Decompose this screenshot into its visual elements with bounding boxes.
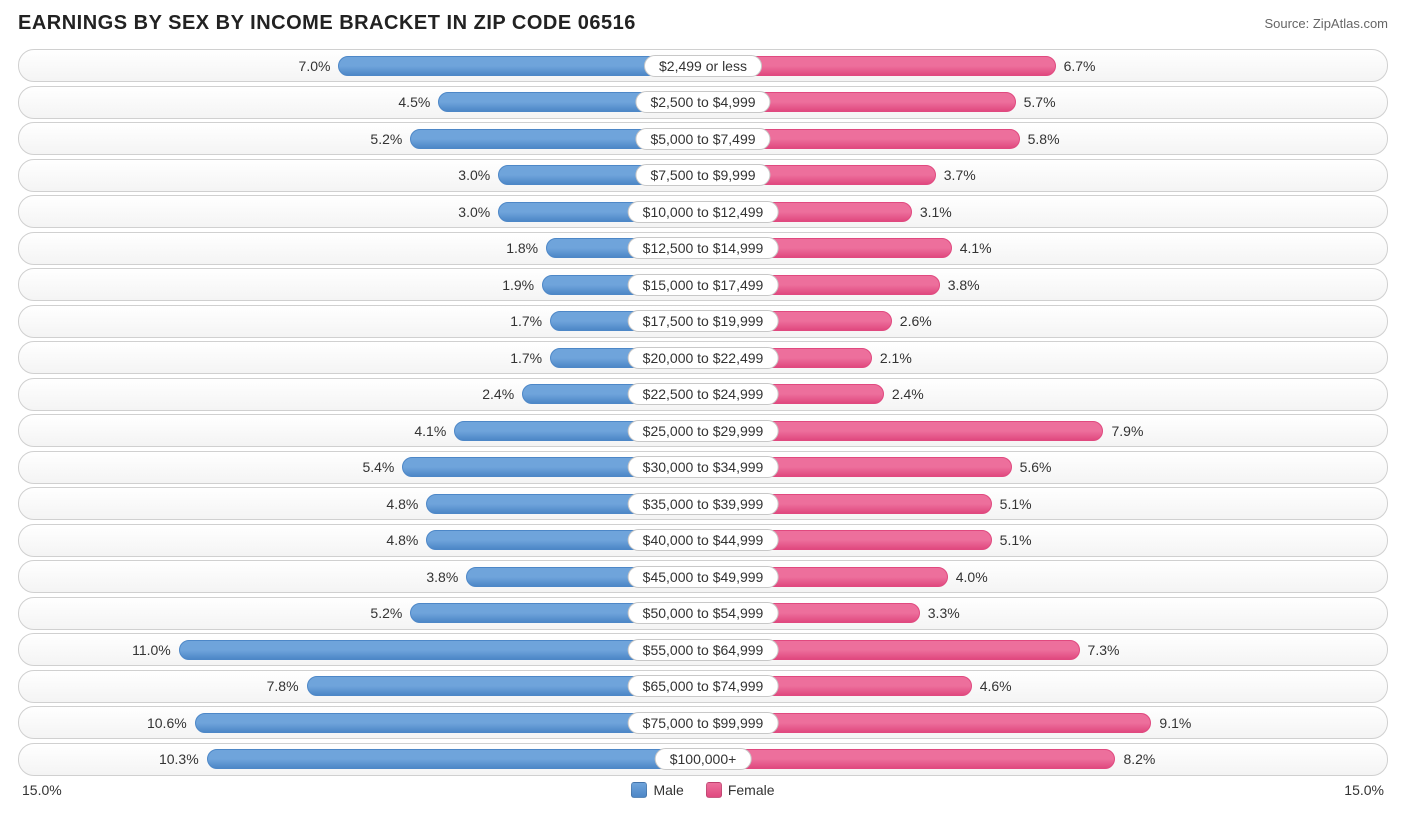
table-row: 4.8% 5.1% $40,000 to $44,999 bbox=[18, 524, 1388, 557]
male-pct: 5.2% bbox=[370, 131, 402, 147]
female-pct: 5.1% bbox=[1000, 532, 1032, 548]
male-pct: 1.8% bbox=[506, 240, 538, 256]
male-pct: 5.4% bbox=[362, 459, 394, 475]
butterfly-chart: 7.0% 6.7% $2,499 or less 4.5% 5.7% $2,500 to … bbox=[18, 49, 1388, 776]
legend-male-label: Male bbox=[653, 782, 683, 798]
category-label: $65,000 to $74,999 bbox=[628, 675, 779, 697]
category-label: $25,000 to $29,999 bbox=[628, 420, 779, 442]
category-label: $35,000 to $39,999 bbox=[628, 493, 779, 515]
legend: Male Female bbox=[631, 782, 774, 798]
category-label: $17,500 to $19,999 bbox=[628, 310, 779, 332]
male-pct: 3.0% bbox=[458, 204, 490, 220]
category-label: $40,000 to $44,999 bbox=[628, 529, 779, 551]
category-label: $55,000 to $64,999 bbox=[628, 639, 779, 661]
legend-item-male: Male bbox=[631, 782, 683, 798]
table-row: 4.1% 7.9% $25,000 to $29,999 bbox=[18, 414, 1388, 447]
female-pct: 3.7% bbox=[944, 167, 976, 183]
female-pct: 5.8% bbox=[1028, 131, 1060, 147]
male-pct: 4.1% bbox=[414, 423, 446, 439]
category-label: $2,499 or less bbox=[644, 55, 762, 77]
male-pct: 4.5% bbox=[398, 94, 430, 110]
male-pct: 7.0% bbox=[299, 58, 331, 74]
table-row: 10.3% 8.2% $100,000+ bbox=[18, 743, 1388, 776]
female-pct: 8.2% bbox=[1123, 751, 1155, 767]
female-swatch-icon bbox=[706, 782, 722, 798]
female-pct: 4.6% bbox=[980, 678, 1012, 694]
female-pct: 4.1% bbox=[960, 240, 992, 256]
table-row: 7.0% 6.7% $2,499 or less bbox=[18, 49, 1388, 82]
category-label: $10,000 to $12,499 bbox=[628, 201, 779, 223]
female-pct: 5.1% bbox=[1000, 496, 1032, 512]
male-swatch-icon bbox=[631, 782, 647, 798]
table-row: 3.0% 3.7% $7,500 to $9,999 bbox=[18, 159, 1388, 192]
female-pct: 7.9% bbox=[1111, 423, 1143, 439]
axis-max-right: 15.0% bbox=[1344, 782, 1384, 798]
table-row: 7.8% 4.6% $65,000 to $74,999 bbox=[18, 670, 1388, 703]
table-row: 11.0% 7.3% $55,000 to $64,999 bbox=[18, 633, 1388, 666]
table-row: 5.4% 5.6% $30,000 to $34,999 bbox=[18, 451, 1388, 484]
female-pct: 2.4% bbox=[892, 386, 924, 402]
category-label: $30,000 to $34,999 bbox=[628, 456, 779, 478]
legend-female-label: Female bbox=[728, 782, 775, 798]
female-pct: 6.7% bbox=[1064, 58, 1096, 74]
table-row: 3.0% 3.1% $10,000 to $12,499 bbox=[18, 195, 1388, 228]
female-pct: 2.6% bbox=[900, 313, 932, 329]
male-pct: 1.7% bbox=[510, 350, 542, 366]
table-row: 10.6% 9.1% $75,000 to $99,999 bbox=[18, 706, 1388, 739]
axis-max-left: 15.0% bbox=[22, 782, 62, 798]
male-pct: 2.4% bbox=[482, 386, 514, 402]
table-row: 1.9% 3.8% $15,000 to $17,499 bbox=[18, 268, 1388, 301]
female-pct: 4.0% bbox=[956, 569, 988, 585]
table-row: 1.7% 2.1% $20,000 to $22,499 bbox=[18, 341, 1388, 374]
female-pct: 3.1% bbox=[920, 204, 952, 220]
category-label: $7,500 to $9,999 bbox=[635, 164, 770, 186]
table-row: 2.4% 2.4% $22,500 to $24,999 bbox=[18, 378, 1388, 411]
male-pct: 4.8% bbox=[386, 532, 418, 548]
female-pct: 3.8% bbox=[948, 277, 980, 293]
male-pct: 10.6% bbox=[147, 715, 187, 731]
female-pct: 2.1% bbox=[880, 350, 912, 366]
male-pct: 7.8% bbox=[267, 678, 299, 694]
male-pct: 4.8% bbox=[386, 496, 418, 512]
male-bar bbox=[207, 749, 703, 769]
male-bar bbox=[179, 640, 703, 660]
category-label: $2,500 to $4,999 bbox=[635, 91, 770, 113]
female-pct: 3.3% bbox=[928, 605, 960, 621]
female-pct: 7.3% bbox=[1088, 642, 1120, 658]
female-pct: 9.1% bbox=[1159, 715, 1191, 731]
male-pct: 10.3% bbox=[159, 751, 199, 767]
table-row: 1.7% 2.6% $17,500 to $19,999 bbox=[18, 305, 1388, 338]
female-pct: 5.7% bbox=[1024, 94, 1056, 110]
category-label: $12,500 to $14,999 bbox=[628, 237, 779, 259]
category-label: $45,000 to $49,999 bbox=[628, 566, 779, 588]
category-label: $15,000 to $17,499 bbox=[628, 274, 779, 296]
chart-title: EARNINGS BY SEX BY INCOME BRACKET IN ZIP… bbox=[18, 12, 636, 35]
table-row: 5.2% 5.8% $5,000 to $7,499 bbox=[18, 122, 1388, 155]
male-pct: 5.2% bbox=[370, 605, 402, 621]
table-row: 3.8% 4.0% $45,000 to $49,999 bbox=[18, 560, 1388, 593]
male-pct: 1.9% bbox=[502, 277, 534, 293]
category-label: $22,500 to $24,999 bbox=[628, 383, 779, 405]
male-pct: 11.0% bbox=[132, 642, 171, 658]
table-row: 1.8% 4.1% $12,500 to $14,999 bbox=[18, 232, 1388, 265]
table-row: 4.5% 5.7% $2,500 to $4,999 bbox=[18, 86, 1388, 119]
category-label: $50,000 to $54,999 bbox=[628, 602, 779, 624]
chart-source: Source: ZipAtlas.com bbox=[1264, 16, 1388, 31]
table-row: 4.8% 5.1% $35,000 to $39,999 bbox=[18, 487, 1388, 520]
male-pct: 1.7% bbox=[510, 313, 542, 329]
category-label: $100,000+ bbox=[655, 748, 752, 770]
category-label: $75,000 to $99,999 bbox=[628, 712, 779, 734]
female-pct: 5.6% bbox=[1020, 459, 1052, 475]
category-label: $20,000 to $22,499 bbox=[628, 347, 779, 369]
legend-item-female: Female bbox=[706, 782, 775, 798]
female-bar bbox=[703, 749, 1115, 769]
category-label: $5,000 to $7,499 bbox=[635, 128, 770, 150]
table-row: 5.2% 3.3% $50,000 to $54,999 bbox=[18, 597, 1388, 630]
male-pct: 3.0% bbox=[458, 167, 490, 183]
male-pct: 3.8% bbox=[426, 569, 458, 585]
